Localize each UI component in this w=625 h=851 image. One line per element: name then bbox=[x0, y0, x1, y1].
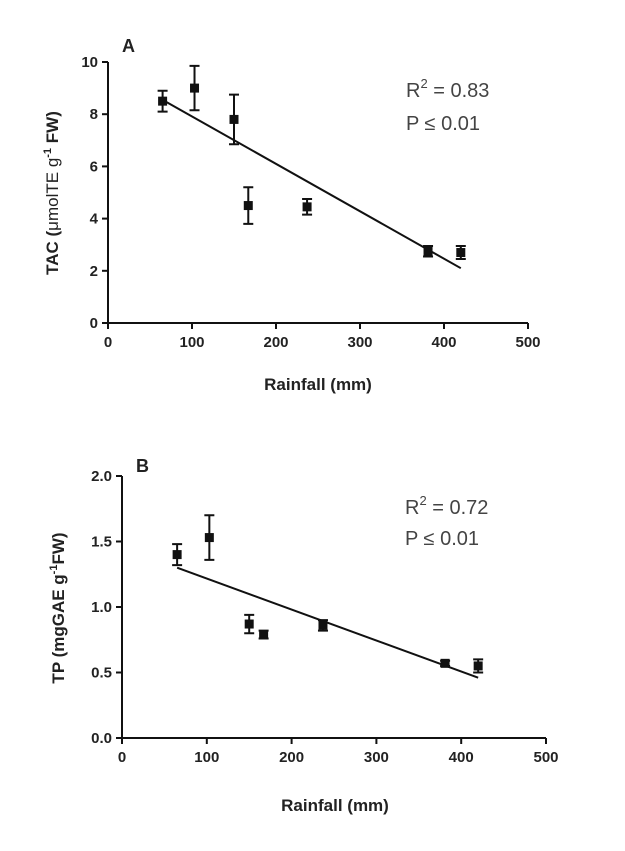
panel-a-data-point bbox=[456, 248, 466, 258]
panel-b-y-title-end: FW) bbox=[49, 532, 68, 564]
panel-b-data-point bbox=[172, 550, 182, 560]
panel-a-y-title-main: TAC ( bbox=[43, 230, 62, 274]
panel-a-x-title: Rainfall (mm) bbox=[264, 375, 372, 394]
panel-b-x-tick-label: 300 bbox=[364, 749, 389, 766]
panel-a-points bbox=[157, 64, 466, 261]
panel-b-chart: B 0 100 200 300 400 500 0.0 0.5 1.0 1.5 2.0 Rainfa… bbox=[48, 456, 559, 815]
panel-b-r2-sup: 2 bbox=[419, 493, 426, 508]
panel-a-r2-sup: 2 bbox=[420, 76, 427, 91]
panel-a-r2-prefix: R bbox=[406, 80, 420, 102]
panel-b-x-tick-label: 100 bbox=[194, 749, 219, 766]
panel-a-data-point bbox=[302, 202, 312, 212]
panel-b-x-tick-label: 200 bbox=[279, 749, 304, 766]
panel-a-y-tick-label: 0 bbox=[90, 315, 98, 332]
panel-a-y-title-sup: -1 bbox=[42, 148, 54, 158]
panel-b-fit-line bbox=[176, 566, 479, 679]
panel-a-p: P ≤ 0.01 bbox=[406, 113, 480, 135]
panel-b-x-tick-label: 400 bbox=[449, 749, 474, 766]
panel-b-r2-prefix: R bbox=[405, 497, 419, 519]
panel-a-y-title-mu: μ bbox=[43, 221, 62, 231]
panel-b-r2-value: = 0.72 bbox=[427, 497, 489, 519]
panel-b-ticks: 0 100 200 300 400 500 0.0 0.5 1.0 1.5 2.0 bbox=[91, 468, 558, 766]
panel-a-y-title-mid: molTE g bbox=[43, 158, 62, 221]
panel-b-data-point bbox=[204, 533, 214, 543]
panel-a-data-point bbox=[158, 96, 168, 106]
panel-a-r2-value: = 0.83 bbox=[428, 80, 490, 102]
panel-a-fit-group bbox=[162, 98, 462, 270]
panel-b-data-point bbox=[318, 620, 328, 630]
panel-a-y-tick-label: 8 bbox=[90, 106, 98, 123]
panel-b-label: B bbox=[136, 456, 149, 476]
panel-a-y-tick-label: 4 bbox=[90, 211, 99, 228]
panel-a-y-tick-label: 10 bbox=[81, 54, 98, 71]
panel-b-x-tick-label: 0 bbox=[118, 749, 126, 766]
panel-b-data-point bbox=[244, 619, 254, 629]
panel-b-y-title: TP (mgGAE g-1FW) bbox=[48, 532, 68, 683]
panel-b-data-point bbox=[440, 658, 450, 668]
panel-a-x-tick-label: 400 bbox=[431, 334, 456, 351]
panel-a-data-point bbox=[423, 246, 433, 256]
panel-b-p: P ≤ 0.01 bbox=[405, 528, 479, 550]
panel-b-x-title: Rainfall (mm) bbox=[281, 796, 389, 815]
panel-b-y-tick-label: 1.0 bbox=[91, 599, 112, 616]
panel-b-y-tick-label: 2.0 bbox=[91, 468, 112, 485]
panel-a-y-title: TAC (μmolTE g-1 FW) bbox=[42, 111, 62, 275]
panel-a-x-tick-label: 300 bbox=[347, 334, 372, 351]
panel-a-x-tick-label: 100 bbox=[179, 334, 204, 351]
panel-a-x-tick-label: 0 bbox=[104, 334, 112, 351]
panel-b-fit-group bbox=[176, 566, 479, 679]
panel-b-r2: R2 = 0.72 bbox=[405, 493, 488, 519]
panel-a-y-tick-label: 2 bbox=[90, 263, 98, 280]
panel-a-fit-line bbox=[162, 98, 462, 270]
panel-b-y-tick-label: 0.0 bbox=[91, 730, 112, 747]
panel-a-ticks: 0 100 200 300 400 500 0 2 4 6 8 10 bbox=[81, 54, 540, 351]
panel-b-data-point bbox=[473, 661, 483, 671]
panel-a-label: A bbox=[122, 36, 135, 56]
panel-b-y-title-main: TP (mgGAE g bbox=[49, 574, 68, 683]
panel-a-data-point bbox=[243, 201, 253, 211]
panel-a-x-tick-label: 200 bbox=[263, 334, 288, 351]
panel-b-data-point bbox=[259, 630, 269, 640]
panel-b-y-title-sup: -1 bbox=[48, 565, 60, 575]
panel-b-x-tick-label: 500 bbox=[533, 749, 558, 766]
panel-a-x-tick-label: 500 bbox=[515, 334, 540, 351]
panel-a-y-tick-label: 6 bbox=[90, 158, 98, 175]
panel-b-y-tick-label: 0.5 bbox=[91, 665, 112, 682]
panel-a-y-title-end: FW) bbox=[43, 111, 62, 148]
panel-a-data-point bbox=[190, 83, 200, 93]
panel-b-y-tick-label: 1.5 bbox=[91, 534, 112, 551]
panel-b-points bbox=[172, 514, 484, 674]
panel-a-r2: R2 = 0.83 bbox=[406, 76, 489, 102]
panel-a-data-point bbox=[229, 114, 239, 124]
